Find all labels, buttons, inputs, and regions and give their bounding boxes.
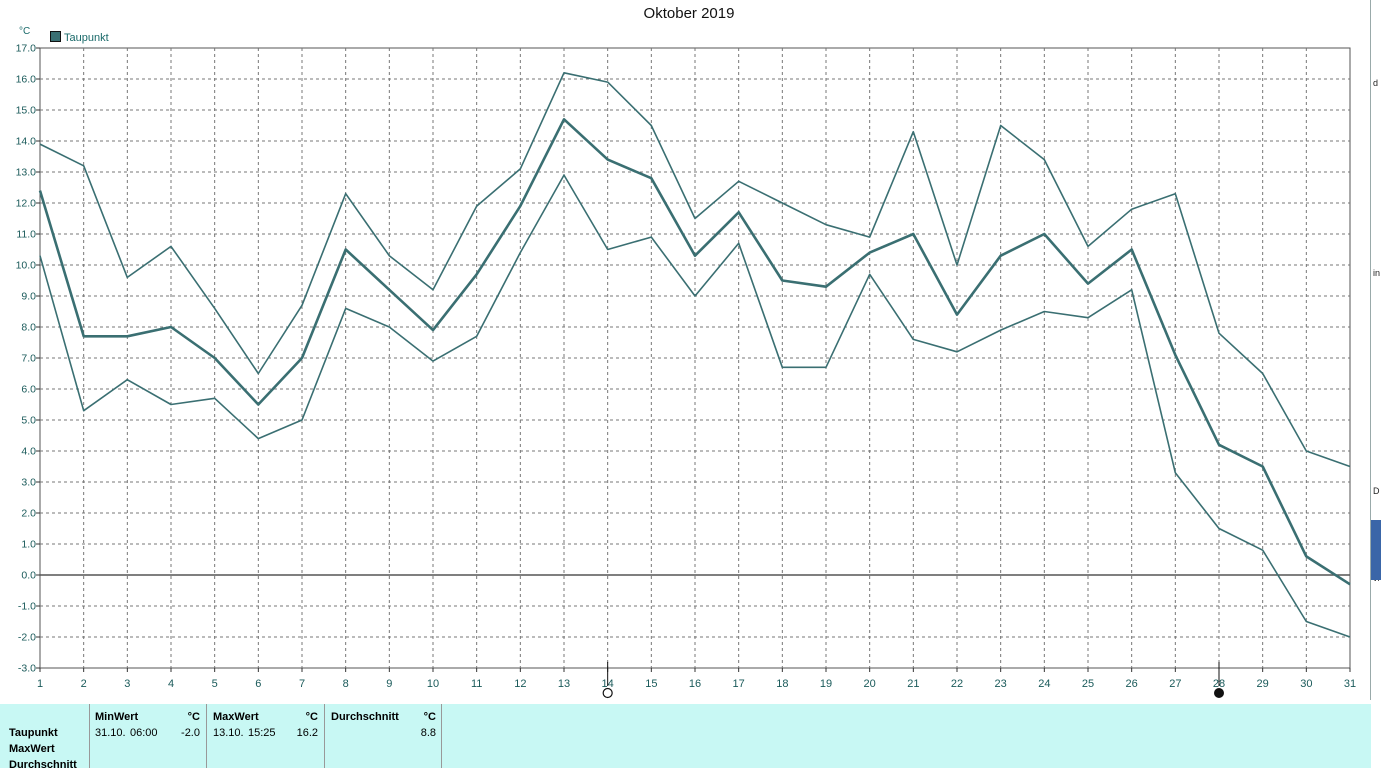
avg-value: 8.8 — [420, 727, 436, 739]
series-lines — [38, 72, 1351, 638]
y-tick-label: -1.0 — [18, 601, 36, 613]
max-unit: °C — [305, 711, 318, 723]
x-tick-label: 9 — [386, 678, 392, 690]
x-tick-label: 30 — [1300, 678, 1312, 690]
series-line-min — [39, 174, 1351, 638]
y-tick-label: 1.0 — [21, 539, 36, 551]
y-tick-label: 7.0 — [21, 353, 36, 365]
side-window-scrollbar[interactable] — [1371, 520, 1381, 580]
x-tick-label: 21 — [907, 678, 919, 690]
stats-col-max: MaxWert °C 13.10. 15:25 16.2 — [206, 704, 324, 768]
stats-row-label: Taupunkt — [9, 727, 58, 739]
min-time: 06:00 — [130, 727, 158, 739]
strip-glyph: in — [1373, 268, 1381, 278]
y-tick-label: 8.0 — [21, 322, 36, 334]
series-line-avg — [38, 118, 1351, 586]
x-tick-label: 6 — [255, 678, 261, 690]
avg-unit: °C — [423, 711, 436, 723]
y-tick-label: 14.0 — [16, 136, 37, 148]
y-tick-label: 16.0 — [16, 74, 37, 86]
y-tick-label: 5.0 — [21, 415, 36, 427]
y-tick-label: 13.0 — [16, 167, 37, 179]
x-tick-label: 13 — [558, 678, 570, 690]
x-tick-label: 8 — [343, 678, 349, 690]
stats-col-min: MinWert °C 31.10. 06:00 -2.0 — [89, 704, 206, 768]
legend-swatch — [50, 31, 61, 42]
x-tick-label: 31 — [1344, 678, 1356, 690]
x-tick-label: 27 — [1169, 678, 1181, 690]
side-window-strip: d in D vi — [1370, 0, 1381, 700]
legend[interactable]: Taupunkt — [50, 31, 109, 44]
max-date: 13.10. — [213, 727, 244, 739]
chart-plot: 17.016.015.014.013.012.011.010.09.08.07.… — [16, 43, 1356, 699]
y-tick-label: 11.0 — [16, 229, 36, 241]
y-tick-label: -3.0 — [18, 663, 36, 675]
strip-glyph: D — [1373, 486, 1380, 496]
min-value: -2.0 — [181, 727, 200, 739]
x-tick-label: 7 — [299, 678, 305, 690]
x-tick-label: 23 — [995, 678, 1007, 690]
x-tick-label: 5 — [212, 678, 218, 690]
moon-markers — [602, 662, 1224, 699]
x-tick-label: 12 — [514, 678, 526, 690]
x-tick-label: 26 — [1126, 678, 1138, 690]
x-tick-label: 20 — [864, 678, 876, 690]
max-time: 15:25 — [248, 727, 276, 739]
min-date: 31.10. — [95, 727, 126, 739]
x-tick-label: 3 — [124, 678, 130, 690]
y-tick-label: 6.0 — [21, 384, 36, 396]
y-axis-unit: °C — [19, 26, 31, 37]
avg-header: Durchschnitt — [331, 711, 399, 723]
series-line-max — [39, 72, 1351, 468]
full-moon-icon — [602, 687, 613, 699]
x-tick-label: 24 — [1038, 678, 1050, 690]
x-tick-label: 10 — [427, 678, 439, 690]
y-tick-label: 9.0 — [21, 291, 36, 303]
x-tick-label: 11 — [471, 678, 482, 690]
stats-row-label: Durchschnitt — [9, 759, 77, 771]
y-tick-label: 3.0 — [21, 477, 36, 489]
stats-divider — [441, 704, 442, 768]
stats-row-label: MaxWert — [9, 743, 55, 755]
stats-col-avg: Durchschnitt °C 8.8 — [324, 704, 442, 768]
y-tick-label: 10.0 — [16, 260, 37, 272]
strip-glyph: d — [1373, 78, 1379, 88]
y-tick-label: 12.0 — [16, 198, 37, 210]
x-tick-label: 15 — [645, 678, 657, 690]
x-tick-label: 4 — [168, 678, 174, 690]
x-tick-label: 22 — [951, 678, 963, 690]
x-tick-label: 18 — [776, 678, 788, 690]
min-unit: °C — [187, 711, 200, 723]
max-header: MaxWert — [213, 711, 259, 723]
chart-title: Oktober 2019 — [643, 5, 735, 22]
legend-label: Taupunkt — [64, 32, 109, 44]
min-header: MinWert — [95, 711, 139, 723]
x-tick-label: 2 — [81, 678, 87, 690]
x-tick-label: 17 — [733, 678, 745, 690]
statistics-panel: Taupunkt MaxWert Durchschnitt MinWert °C… — [0, 704, 1371, 771]
x-tick-label: 1 — [37, 678, 43, 690]
y-tick-label: -2.0 — [18, 632, 36, 644]
x-tick-label: 19 — [820, 678, 832, 690]
y-tick-label: 0.0 — [21, 570, 36, 582]
y-tick-label: 2.0 — [21, 508, 36, 520]
y-tick-label: 15.0 — [16, 105, 37, 117]
y-tick-label: 17.0 — [16, 43, 37, 55]
grid — [39, 47, 1351, 669]
x-tick-label: 29 — [1257, 678, 1269, 690]
x-tick-label: 16 — [689, 678, 701, 690]
y-tick-label: 4.0 — [21, 446, 36, 458]
max-value: 16.2 — [296, 727, 318, 739]
new-moon-icon — [1214, 688, 1224, 698]
x-tick-label: 25 — [1082, 678, 1094, 690]
